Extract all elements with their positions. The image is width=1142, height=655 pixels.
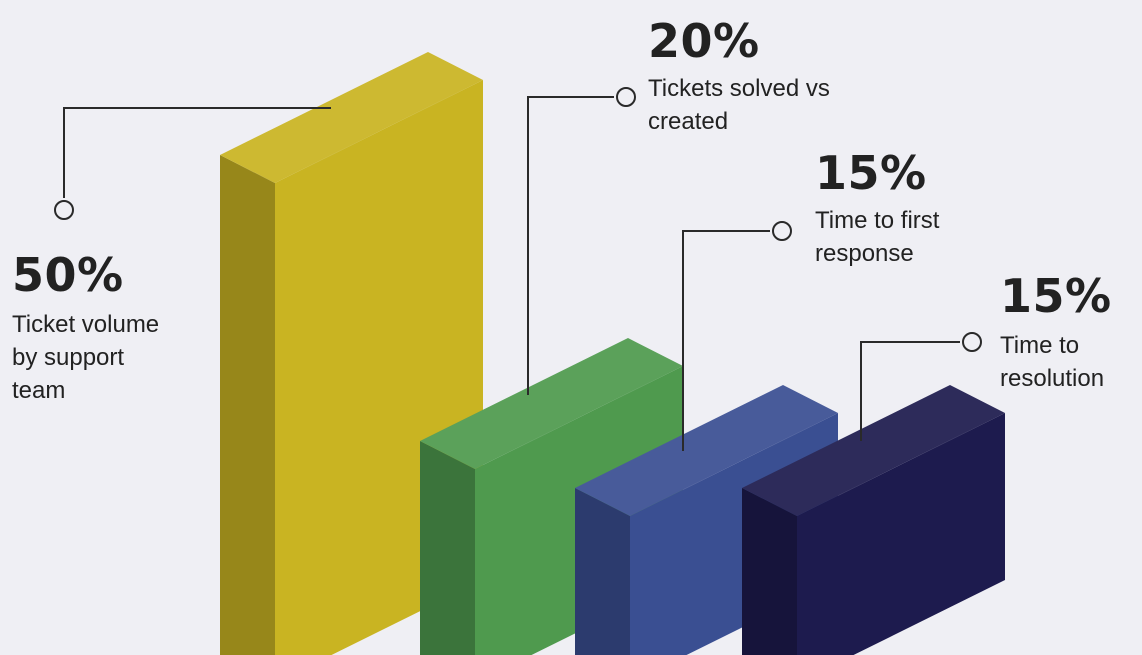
category-label: Ticket volume by support team bbox=[12, 308, 212, 407]
leader-line bbox=[860, 341, 960, 441]
label-ticket-volume: 50% Ticket volume by support team bbox=[12, 252, 212, 407]
leader-endpoint bbox=[962, 332, 982, 352]
leader-endpoint bbox=[616, 87, 636, 107]
category-label-line: resolution bbox=[1000, 365, 1105, 392]
label-time-to-resolution: 15% Time to resolution bbox=[1000, 273, 1140, 395]
category-label-line: created bbox=[648, 108, 729, 135]
category-label: Time to first response bbox=[815, 204, 1015, 270]
leader-line bbox=[682, 230, 770, 451]
category-label: Tickets solved vs created bbox=[648, 72, 908, 138]
bar-side-face bbox=[220, 155, 275, 655]
bar-front-face bbox=[797, 413, 1005, 655]
category-label-line: Time to bbox=[1000, 332, 1080, 359]
bar bbox=[742, 385, 1005, 655]
bars-layer bbox=[220, 52, 1005, 655]
category-label-line: Time to first bbox=[815, 207, 940, 234]
category-label-line: Ticket volume bbox=[12, 311, 160, 338]
leader-lines bbox=[54, 87, 982, 451]
bar-top-face bbox=[420, 338, 683, 469]
category-label-line: team bbox=[12, 377, 66, 404]
label-tickets-solved: 20% Tickets solved vs created bbox=[648, 18, 908, 138]
label-first-response: 15% Time to first response bbox=[815, 150, 1015, 270]
category-label-line: Tickets solved vs bbox=[648, 75, 830, 102]
bar-top-face bbox=[220, 52, 483, 183]
category-label: Time to resolution bbox=[1000, 329, 1140, 395]
bar-top-face bbox=[575, 385, 838, 516]
leader-line bbox=[63, 107, 331, 198]
leader-line bbox=[527, 96, 614, 395]
bar-side-face bbox=[575, 488, 630, 655]
value-label: 50% bbox=[12, 248, 124, 302]
bar-side-face bbox=[420, 441, 475, 655]
leader-endpoint bbox=[54, 200, 74, 220]
value-label: 15% bbox=[1000, 269, 1112, 323]
bar-side-face bbox=[742, 488, 797, 655]
leader-endpoint bbox=[772, 221, 792, 241]
bar-top-face bbox=[742, 385, 1005, 516]
value-label: 20% bbox=[648, 14, 760, 68]
value-label: 15% bbox=[815, 146, 927, 200]
category-label-line: by support bbox=[12, 344, 125, 371]
category-label-line: response bbox=[815, 240, 914, 267]
